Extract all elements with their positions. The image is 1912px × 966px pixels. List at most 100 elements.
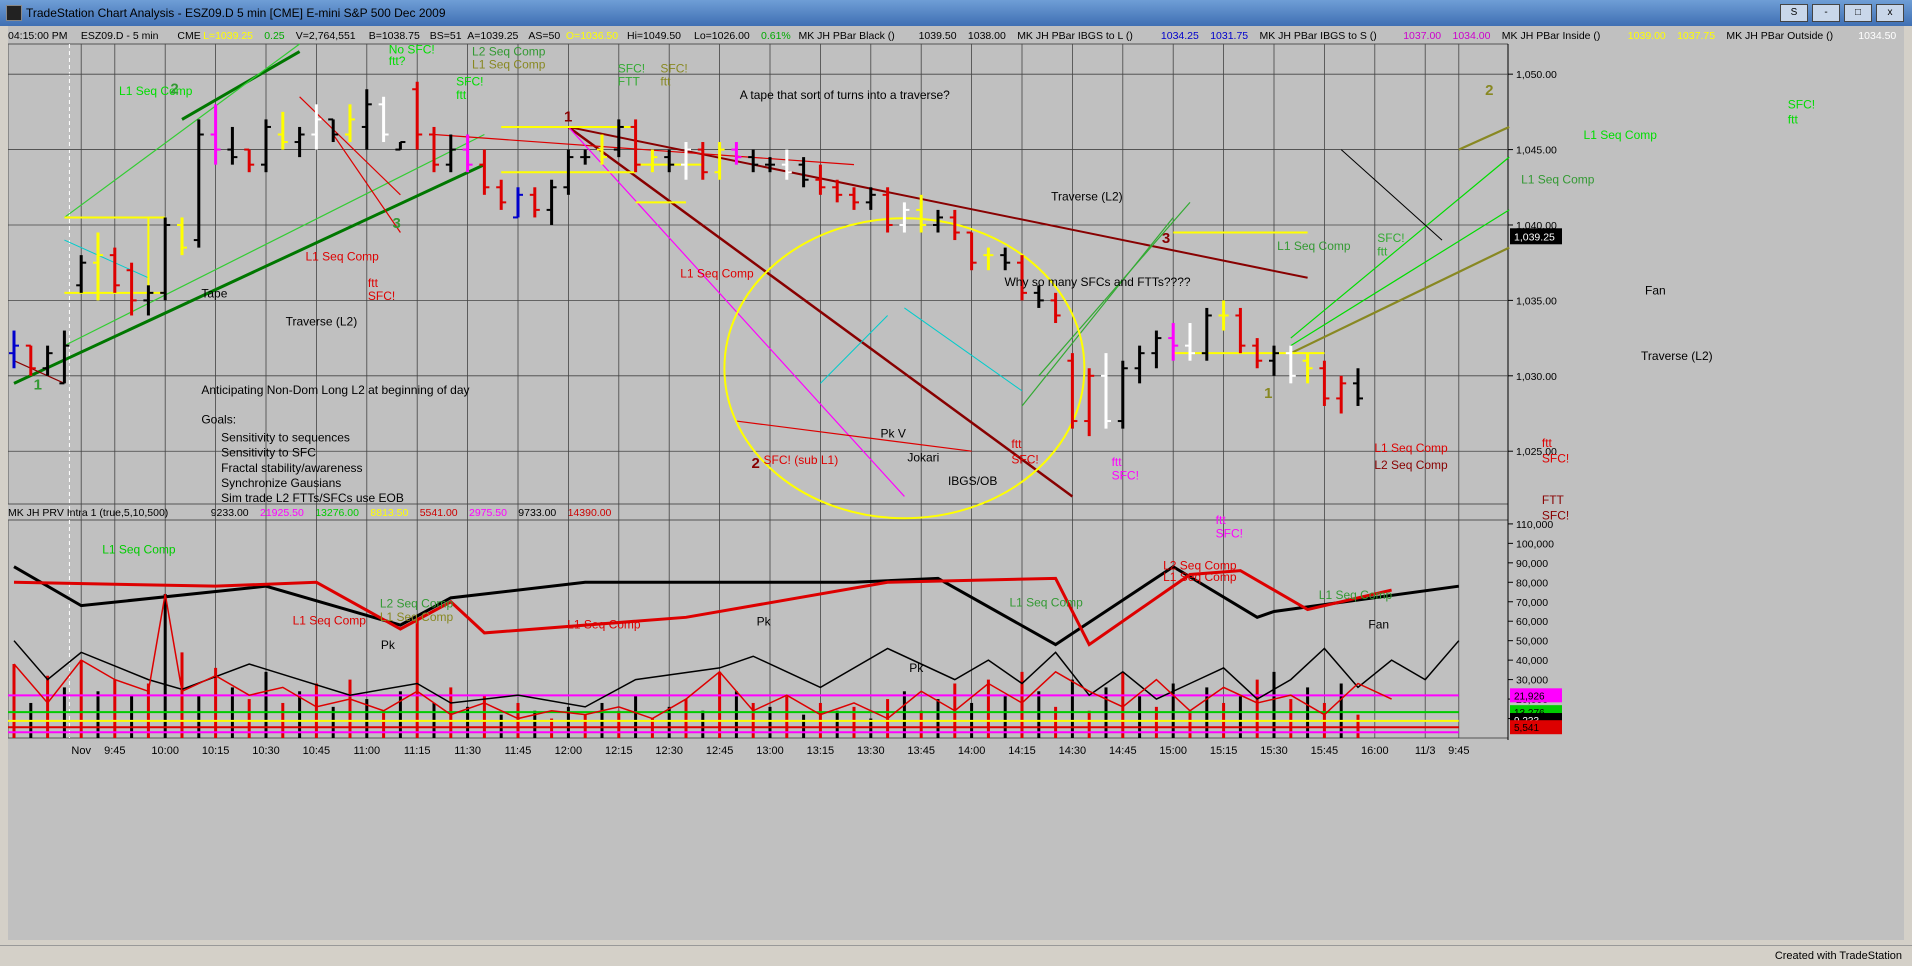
price-annotation: SFC! <box>1112 468 1139 482</box>
price-bar <box>664 149 675 173</box>
indicator-header-item: 9733.00 <box>518 507 556 519</box>
price-bar <box>1336 375 1347 414</box>
price-annotation: L1 Seq Comp <box>1521 172 1595 186</box>
pivot-number: 3 <box>393 215 401 232</box>
indicator-annotation: L2 Seq Comp <box>1163 559 1237 573</box>
price-bar <box>76 255 87 293</box>
price-bar <box>1050 292 1061 324</box>
trend-line <box>1038 201 1191 377</box>
price-header-item: Lo=1026.00 <box>694 30 750 42</box>
chart-svg[interactable]: 04:15:00 PM ESZ09.D - 5 min CME L=1039.25 0.… <box>7 26 1912 940</box>
price-annotation: ftt <box>1112 455 1123 469</box>
price-annotation: L1 Seq Comp <box>472 58 546 72</box>
indicator-annotation: Pk <box>909 661 924 675</box>
price-pane <box>7 43 1509 505</box>
price-bar <box>210 104 221 165</box>
pivot-number: 2 <box>170 80 178 97</box>
trend-line <box>904 307 1023 392</box>
price-bar <box>261 119 271 173</box>
price-annotation: SFC! <box>660 61 687 75</box>
price-bar <box>933 209 943 233</box>
price-bar <box>1302 353 1313 384</box>
trend-line <box>736 420 972 452</box>
price-bar <box>1101 353 1111 429</box>
price-bar <box>496 179 507 210</box>
time-tick-label: 10:00 <box>151 745 179 757</box>
price-header-item: Hi=1049.50 <box>627 30 681 42</box>
price-bar <box>479 149 490 195</box>
time-tick-label: 14:00 <box>958 745 986 757</box>
price-annotation: Sim trade L2 FTTs/SFCs use EOB <box>221 491 404 505</box>
price-bar <box>244 148 255 173</box>
price-header-item: CME <box>177 30 200 42</box>
indicator-series-line <box>13 569 1392 647</box>
price-header-item: 04:15:00 PM <box>8 30 68 42</box>
trend-line <box>567 125 1074 498</box>
price-bar <box>697 142 708 180</box>
price-bar <box>462 134 473 173</box>
time-tick-label: 12:00 <box>555 745 583 757</box>
time-tick-label: 14:45 <box>1109 745 1137 757</box>
price-annotation: Why so many SFCs and FTTs???? <box>1004 275 1190 289</box>
price-bar <box>597 134 607 165</box>
indicator-annotation: Pk <box>757 615 772 629</box>
indicator-tick-label: 70,000 <box>1516 597 1548 609</box>
trend-line <box>1340 149 1443 241</box>
pivot-number: 1 <box>564 109 572 126</box>
price-header-item: L=1039.25 <box>203 30 253 42</box>
indicator-series-line <box>13 593 1392 720</box>
price-annotation: Traverse (L2) <box>1641 349 1713 363</box>
price-bar <box>277 111 288 150</box>
price-bar <box>1201 307 1212 361</box>
time-tick-label: 10:45 <box>303 745 331 757</box>
price-annotation: Pk V <box>881 427 906 441</box>
indicator-annotation: L1 Seq Comp <box>293 614 367 628</box>
price-header-item: 0.25 <box>264 30 285 42</box>
indicator-value-box <box>1510 688 1562 703</box>
indicator-header-item: 5541.00 <box>420 507 458 519</box>
close-button[interactable]: x <box>1876 4 1904 22</box>
indicator-header-item: 14390.00 <box>568 507 612 519</box>
price-annotation: SFC! <box>1216 526 1243 540</box>
time-tick-label: 13:45 <box>907 745 935 757</box>
indicator-header-item: 8813.50 <box>370 507 408 519</box>
price-tick-label: 1,050.00 <box>1516 69 1557 81</box>
price-header-item: B=1038.75 <box>369 30 420 42</box>
maximize-button[interactable]: □ <box>1844 4 1872 22</box>
indicator-tick-label: 110,000 <box>1516 519 1553 531</box>
time-tick-label: 12:30 <box>655 745 683 757</box>
indicator-header-item: MK JH PRV Intra 1 (true,5,10,500) <box>8 507 168 519</box>
price-annotation: L1 Seq Comp <box>1584 128 1658 142</box>
price-bar <box>781 149 792 180</box>
pivot-number: 3 <box>1162 230 1170 247</box>
price-annotation: Sensitivity to SFC <box>221 446 316 460</box>
indicator-series-line <box>13 564 1460 647</box>
price-header-item: MK JH PBar IBGS to S () <box>1260 30 1377 42</box>
indicator-annotation: L1 Seq Comp <box>1319 588 1393 602</box>
price-bar <box>311 104 322 150</box>
symbol-link-button[interactable]: S <box>1780 4 1808 22</box>
price-annotation: Goals: <box>201 412 236 426</box>
time-tick-label: 15:30 <box>1260 745 1288 757</box>
price-annotation: ftt <box>456 88 467 102</box>
indicator-header-item: 9233.00 <box>211 507 249 519</box>
price-annotation: SFC! <box>1788 97 1815 111</box>
price-bar <box>916 194 927 233</box>
indicator-header-item: 2975.50 <box>469 507 507 519</box>
price-header-item: 1031.75 <box>1210 30 1248 42</box>
indicator-header-item: 21925.50 <box>260 507 304 519</box>
pivot-number: 2 <box>1485 82 1493 99</box>
window-title: TradeStation Chart Analysis - ESZ09.D 5 … <box>26 6 446 20</box>
chart-frame[interactable]: 04:15:00 PM ESZ09.D - 5 min CME L=1039.25 0.… <box>7 26 1912 940</box>
price-annotation: SFC! <box>1377 231 1404 245</box>
price-bar <box>1285 345 1296 384</box>
price-bar <box>798 157 809 188</box>
price-header-item: 1038.00 <box>968 30 1006 42</box>
price-annotation: Tape <box>201 286 227 300</box>
price-bar <box>513 187 523 219</box>
minimize-button[interactable]: - <box>1812 4 1840 22</box>
indicator-annotation: L1 Seq Comp <box>1163 570 1237 584</box>
price-annotation: L1 Seq Comp <box>119 84 193 98</box>
price-bar <box>1185 323 1195 361</box>
price-bar <box>1033 285 1044 308</box>
